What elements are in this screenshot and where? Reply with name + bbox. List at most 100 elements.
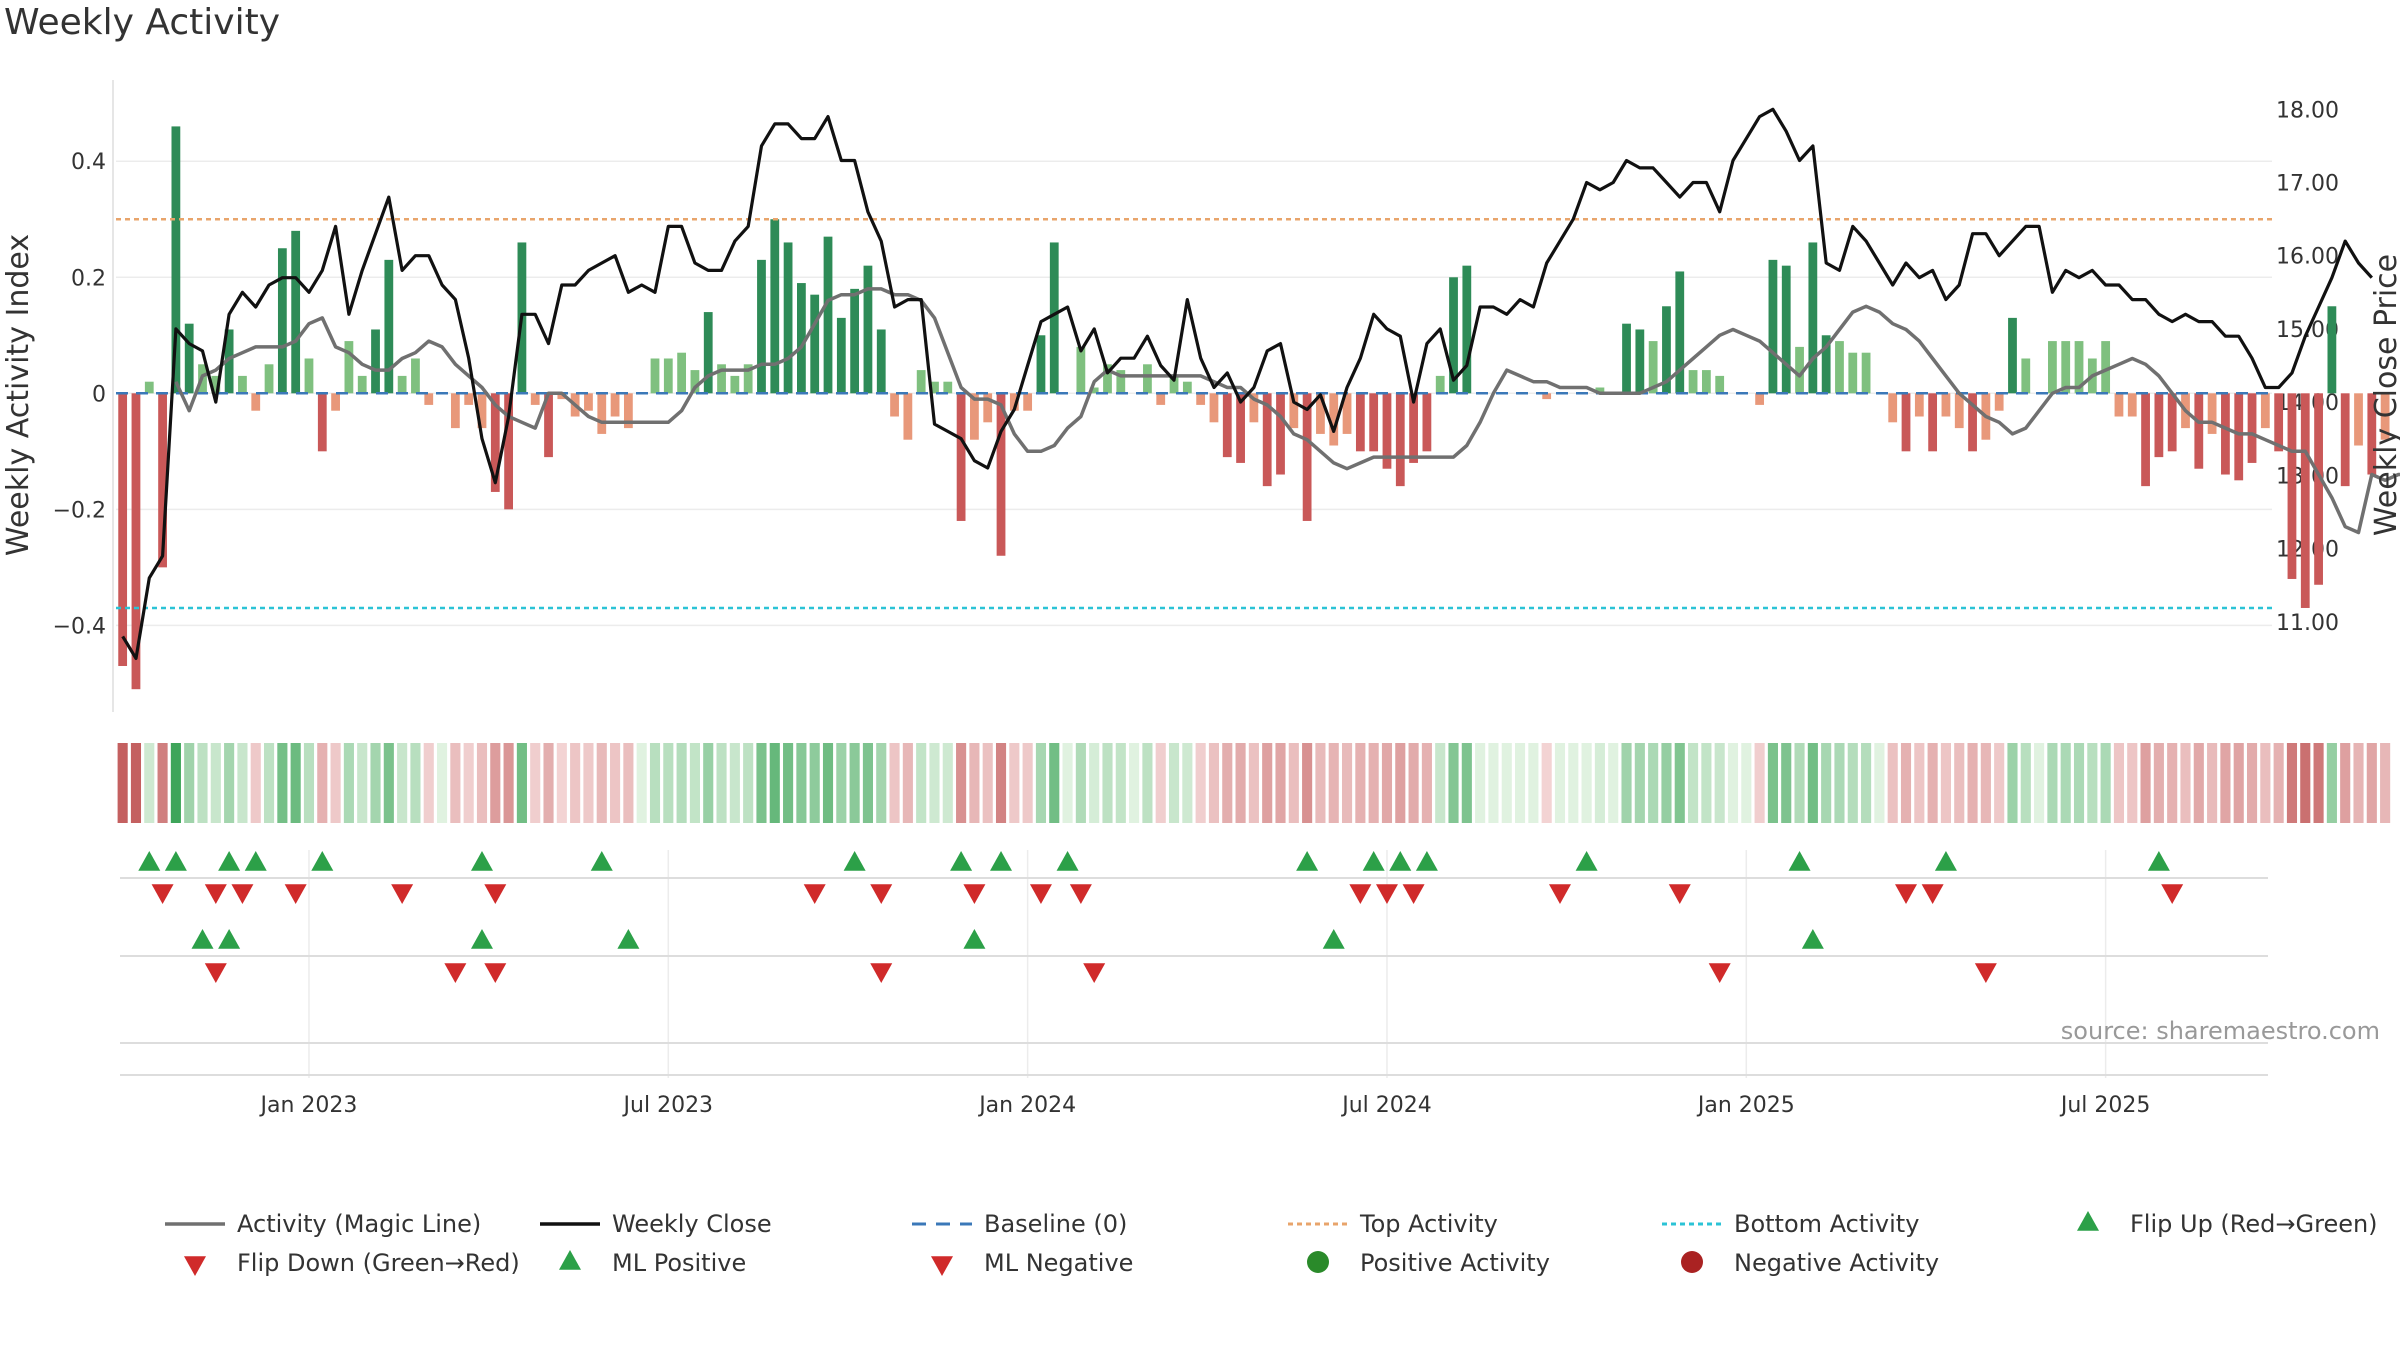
heat-strip-cell bbox=[2380, 743, 2391, 823]
heat-strip-cell bbox=[676, 743, 687, 823]
activity-bar bbox=[1169, 375, 1179, 394]
heat-strip-cell bbox=[756, 743, 767, 823]
activity-bar bbox=[2061, 341, 2071, 394]
activity-bar bbox=[943, 381, 953, 394]
x-tick-label: Jan 2024 bbox=[977, 1093, 1076, 1118]
activity-bar bbox=[1262, 393, 1272, 487]
heat-strip-cell bbox=[1248, 743, 1259, 823]
heat-strip-cell bbox=[1594, 743, 1605, 823]
heat-strip-cell bbox=[1168, 743, 1180, 823]
heat-strip-cell bbox=[2047, 743, 2058, 823]
heat-strip-cell bbox=[370, 743, 381, 823]
heat-strip-cell bbox=[716, 743, 727, 823]
heat-strip-cell bbox=[2340, 743, 2351, 823]
legend-swatch bbox=[931, 1256, 953, 1276]
activity-bar bbox=[770, 219, 780, 394]
legend-label: Negative Activity bbox=[1734, 1249, 1939, 1277]
activity-bar bbox=[597, 393, 607, 434]
activity-bar bbox=[1076, 346, 1086, 394]
flip-down-marker bbox=[1668, 884, 1691, 904]
activity-bar bbox=[504, 393, 513, 510]
heat-strip-cell bbox=[1994, 743, 2005, 823]
activity-bar bbox=[1329, 393, 1339, 446]
heat-strip-cell bbox=[2220, 743, 2231, 823]
heat-strip-cell bbox=[263, 743, 275, 823]
activity-bar bbox=[1994, 393, 2004, 411]
heat-strip-cell bbox=[1195, 743, 1206, 823]
activity-bar bbox=[1342, 393, 1352, 434]
ml-negative-marker bbox=[204, 963, 227, 983]
activity-bar bbox=[1382, 393, 1392, 469]
activity-bar bbox=[2167, 393, 2177, 452]
heat-strip-cell bbox=[929, 743, 940, 823]
activity-bar bbox=[677, 352, 687, 394]
legend-label: Top Activity bbox=[1359, 1210, 1498, 1238]
flip-down-marker bbox=[204, 884, 227, 904]
heat-strip-cell bbox=[250, 743, 261, 823]
legend-item-baseline: Baseline (0) bbox=[912, 1210, 1127, 1238]
chart-title: Weekly Activity bbox=[4, 2, 281, 43]
ml-positive-marker bbox=[617, 929, 640, 949]
heat-strip-cell bbox=[1142, 743, 1153, 823]
heat-strip-cell bbox=[1461, 743, 1472, 823]
heat-strip-cell bbox=[2113, 743, 2125, 823]
activity-bar bbox=[1954, 393, 1964, 429]
activity-bar bbox=[490, 393, 500, 492]
activity-bar bbox=[1316, 393, 1325, 434]
activity-bar bbox=[411, 358, 420, 394]
heat-strip-cell bbox=[1315, 743, 1326, 823]
activity-bar bbox=[544, 393, 553, 458]
activity-bar bbox=[996, 393, 1006, 556]
flip-down-marker bbox=[803, 884, 826, 904]
heat-strip-cell bbox=[1115, 743, 1126, 823]
legend-swatch bbox=[559, 1250, 581, 1270]
activity-bar bbox=[1036, 335, 1046, 394]
activity-bar bbox=[2300, 393, 2310, 608]
heat-strip-cell bbox=[1887, 743, 1898, 823]
activity-bar bbox=[118, 393, 128, 666]
activity-bar bbox=[131, 393, 141, 690]
heat-strip-cell bbox=[2020, 743, 2031, 823]
flip-down-marker bbox=[1375, 884, 1398, 904]
activity-bar bbox=[1795, 346, 1804, 394]
heat-strip-cell bbox=[410, 743, 421, 823]
flip-up-marker bbox=[164, 851, 187, 871]
legend-item-magic: Activity (Magic Line) bbox=[165, 1210, 481, 1238]
flip-down-marker bbox=[1921, 884, 1944, 904]
heat-strip-cell bbox=[2273, 743, 2284, 823]
flip-up-marker bbox=[1056, 851, 1079, 871]
legend-item-flipup: Flip Up (Red→Green) bbox=[2130, 1210, 2378, 1238]
heat-strip-cell bbox=[889, 743, 900, 823]
heat-strip-cell bbox=[2180, 743, 2191, 823]
legend-label: Positive Activity bbox=[1360, 1249, 1550, 1277]
heat-strip-cell bbox=[849, 743, 860, 823]
marker-rows bbox=[120, 851, 2268, 1276]
heat-strip-cell bbox=[2100, 743, 2111, 823]
heat-strip-cell bbox=[796, 743, 807, 823]
activity-bar bbox=[876, 329, 886, 394]
heat-strip-cell bbox=[649, 743, 661, 823]
heat-strip-cell bbox=[1009, 743, 1020, 823]
ml-negative-marker bbox=[1974, 963, 1997, 983]
flip-down-marker bbox=[870, 884, 893, 904]
activity-bar bbox=[397, 375, 407, 394]
activity-bar bbox=[836, 317, 846, 394]
activity-bar bbox=[863, 265, 873, 394]
legend-label: ML Negative bbox=[984, 1249, 1133, 1277]
activity-bar bbox=[2234, 393, 2244, 481]
flip-up-marker bbox=[1362, 851, 1385, 871]
y-left-tick-label: 0.4 bbox=[71, 150, 106, 175]
flip-up-marker bbox=[990, 851, 1013, 871]
heat-strip-cell bbox=[1235, 743, 1246, 823]
activity-bar bbox=[743, 364, 753, 394]
heat-strip-cell bbox=[1328, 743, 1339, 823]
heat-strip-cell bbox=[210, 743, 221, 823]
heat-strip-cell bbox=[383, 743, 394, 823]
activity-bar bbox=[2314, 393, 2323, 585]
heat-strip-cell bbox=[623, 743, 634, 823]
heat-strip-cell bbox=[1807, 743, 1818, 823]
heat-strip-cell bbox=[2313, 743, 2324, 823]
heat-strip-cell bbox=[1515, 743, 1526, 823]
heat-strip-cell bbox=[1967, 743, 1978, 823]
legend-item-close: Weekly Close bbox=[540, 1210, 772, 1238]
